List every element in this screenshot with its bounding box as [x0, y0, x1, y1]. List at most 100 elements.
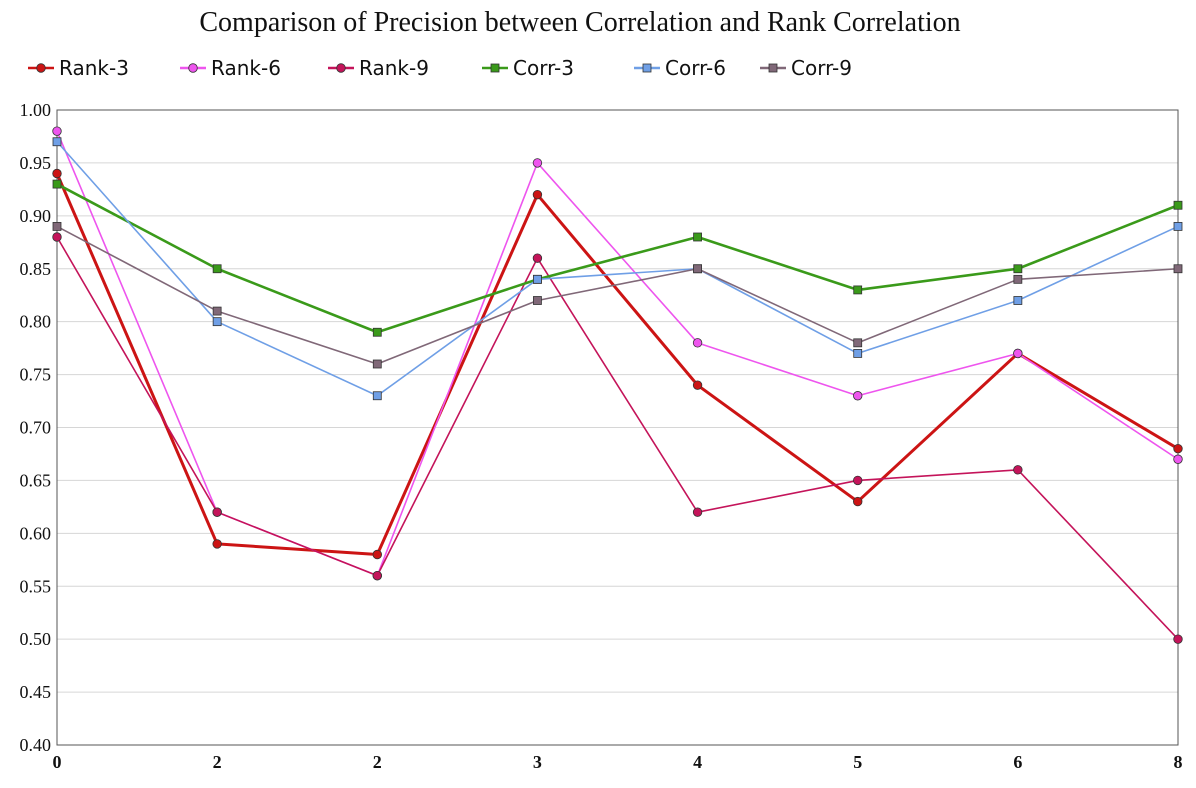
x-tick-label: 2	[213, 752, 222, 772]
data-point-rank-9	[1013, 465, 1023, 475]
data-point-corr-6	[533, 274, 542, 284]
series-corr-6	[52, 137, 1183, 401]
series-line-rank-3	[55, 172, 1179, 556]
data-point-corr-6	[372, 391, 382, 401]
data-point-corr-9	[372, 359, 382, 369]
data-point-rank-3	[372, 549, 382, 560]
grid	[57, 109, 1178, 746]
data-point-corr-9	[52, 222, 62, 231]
data-point-rank-9	[212, 507, 222, 517]
data-point-rank-3	[692, 380, 703, 390]
series-rank-6	[52, 126, 1183, 581]
data-point-corr-3	[693, 232, 702, 242]
series-rank-9	[52, 232, 1183, 644]
x-tick-label: 0	[53, 752, 62, 772]
data-point-rank-9	[692, 507, 703, 517]
plot-frame	[56, 109, 1179, 746]
y-tick-label: 0.50	[20, 629, 52, 649]
x-tick-label: 4	[693, 752, 702, 772]
data-point-corr-9	[853, 338, 863, 348]
data-point-rank-3	[853, 496, 863, 507]
x-tick-label: 6	[1013, 752, 1022, 772]
data-point-corr-6	[212, 317, 222, 327]
y-tick-label: 0.45	[20, 682, 52, 702]
data-point-corr-3	[853, 285, 863, 295]
data-point-rank-9	[532, 253, 543, 263]
x-tick-label: 3	[533, 752, 542, 772]
data-point-rank-6	[532, 158, 543, 168]
legend-label: Rank-3	[59, 56, 129, 80]
legend-label: Corr-6	[665, 56, 726, 80]
series-line-corr-9	[56, 225, 1179, 365]
legend-marker	[642, 63, 652, 73]
legend-item-corr-6: Corr-6	[634, 56, 726, 80]
legend-marker	[188, 63, 198, 73]
data-point-rank-6	[853, 391, 863, 401]
data-point-rank-6	[1173, 454, 1183, 464]
data-point-corr-3	[1173, 200, 1183, 210]
y-tick-label: 0.85	[20, 259, 52, 279]
legend-label: Corr-9	[791, 56, 852, 80]
data-point-rank-3	[1173, 443, 1183, 454]
data-point-rank-3	[212, 539, 222, 549]
data-point-corr-9	[212, 306, 222, 316]
data-point-rank-6	[52, 126, 62, 136]
data-point-rank-6	[692, 338, 703, 348]
series-line-corr-6	[56, 141, 1179, 397]
x-tick-label: 2	[373, 752, 382, 772]
y-tick-label: 0.75	[20, 365, 52, 385]
data-point-corr-3	[52, 179, 62, 189]
legend-item-corr-9: Corr-9	[760, 56, 852, 80]
legend-label: Rank-6	[211, 56, 281, 80]
legend-label: Corr-3	[513, 56, 574, 80]
data-point-rank-6	[1013, 348, 1023, 359]
legend-marker	[768, 63, 778, 73]
data-point-corr-6	[1173, 222, 1183, 231]
data-point-corr-3	[212, 264, 222, 274]
data-point-corr-3	[1013, 264, 1023, 274]
series-corr-3	[52, 179, 1183, 337]
data-point-corr-9	[693, 264, 702, 274]
data-point-rank-9	[372, 570, 382, 581]
chart-title: Comparison of Precision between Correlat…	[199, 7, 960, 38]
series-line-rank-9	[56, 236, 1179, 640]
data-point-rank-3	[532, 189, 543, 200]
y-tick-label: 0.70	[20, 418, 52, 438]
data-point-corr-9	[1013, 274, 1023, 284]
legend-item-rank-9: Rank-9	[328, 56, 429, 80]
y-tick-label: 0.95	[20, 153, 52, 173]
y-tick-label: 0.40	[20, 735, 52, 755]
data-point-rank-9	[52, 232, 62, 242]
legend-marker	[336, 63, 346, 73]
series-rank-3	[52, 168, 1183, 560]
legend-label: Rank-9	[359, 56, 429, 80]
y-tick-label: 0.90	[20, 206, 52, 226]
legend: Rank-3 Rank-6 Rank-9 Corr-3 Corr-6 Corr-9	[28, 56, 852, 80]
data-point-corr-6	[52, 137, 62, 147]
data-point-corr-6	[1013, 296, 1023, 305]
y-tick-label: 0.55	[20, 576, 52, 596]
legend-marker	[490, 63, 500, 73]
legend-marker	[36, 63, 46, 73]
series-line-corr-3	[56, 182, 1179, 334]
data-point-corr-9	[1173, 264, 1183, 274]
y-tick-label: 0.65	[20, 470, 52, 490]
data-point-rank-3	[52, 168, 62, 179]
y-tick-label: 0.80	[20, 312, 52, 332]
series-line-rank-6	[56, 130, 1179, 577]
legend-item-rank-3: Rank-3	[28, 56, 129, 80]
y-tick-label: 0.60	[20, 523, 52, 543]
x-tick-label: 5	[853, 752, 862, 772]
data-point-rank-9	[1173, 634, 1183, 644]
axes: 0.40 0.45 0.50 0.55 0.60 0.65 0.70 0.75 0.80 0.85…	[20, 100, 1183, 772]
legend-item-rank-6: Rank-6	[180, 56, 281, 80]
series	[52, 126, 1183, 644]
data-point-corr-9	[533, 296, 542, 305]
series-corr-9	[52, 222, 1183, 369]
x-tick-label: 8	[1174, 752, 1183, 772]
legend-item-corr-3: Corr-3	[482, 56, 574, 80]
data-point-rank-9	[853, 475, 863, 486]
y-tick-label: 1.00	[20, 100, 52, 120]
